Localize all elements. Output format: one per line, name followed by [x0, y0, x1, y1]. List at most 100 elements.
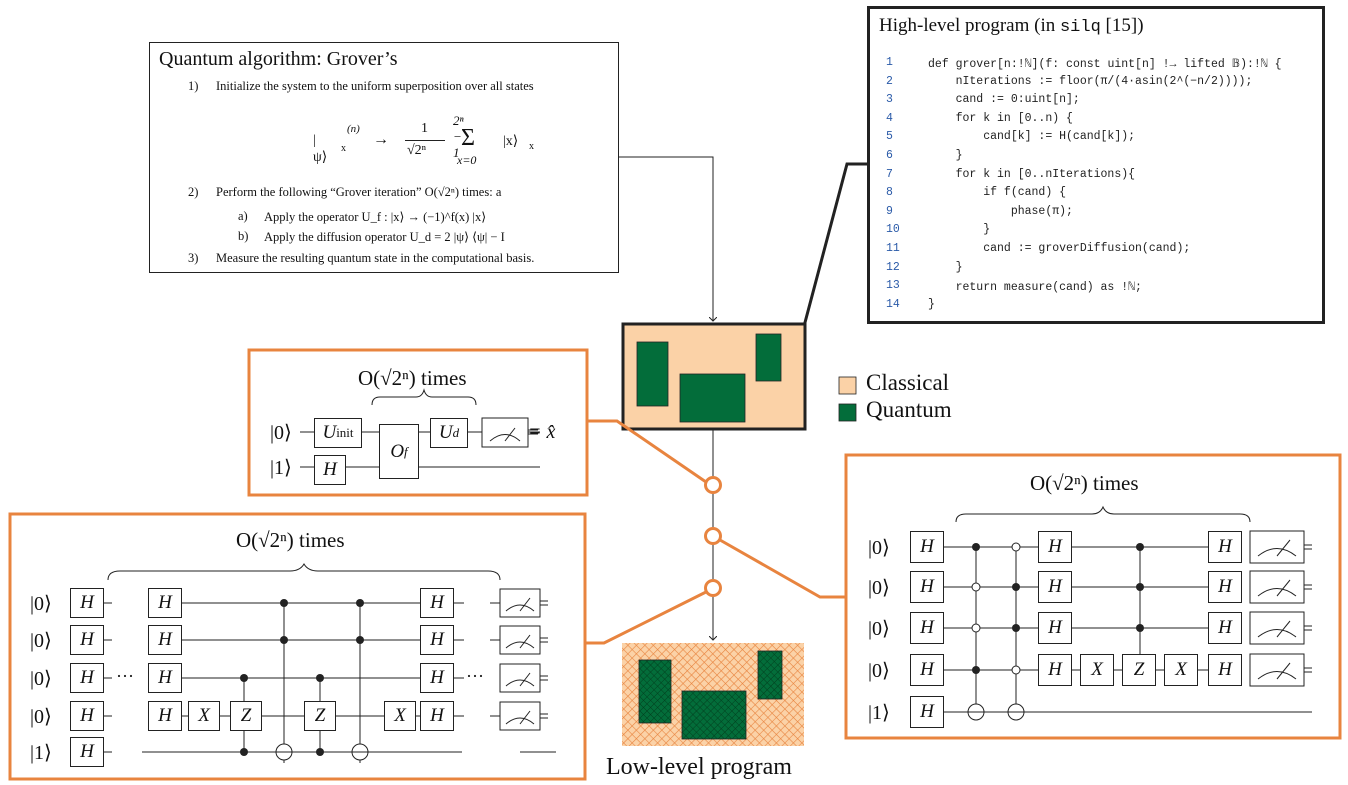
- legend-quantum-swatch: [838, 403, 857, 422]
- right-h-gate: H: [1208, 531, 1242, 563]
- left-targets: [275, 743, 369, 761]
- left-h-gate: H: [70, 663, 104, 693]
- diffusion-label: U: [438, 422, 453, 443]
- line-text: }: [928, 260, 963, 274]
- right-controls-filled: [972, 543, 1144, 674]
- gate-label: H: [1048, 617, 1062, 638]
- line-number: 5: [886, 130, 893, 144]
- left-z-gate: Z: [230, 701, 262, 731]
- left-h-gate: H: [420, 588, 454, 618]
- legend-classical-label: Classical: [866, 370, 950, 395]
- gate-label: H: [158, 705, 172, 726]
- top-h-gate: H: [314, 455, 346, 485]
- right-z-gate: Z: [1122, 654, 1156, 686]
- right-ket-3: |0⟩: [868, 660, 890, 682]
- left-h-gate: H: [148, 663, 182, 693]
- right-h-gate: H: [910, 654, 944, 686]
- left-ket-2: |0⟩: [30, 668, 52, 690]
- eq1-sub: x: [341, 143, 346, 154]
- gate-label: H: [80, 629, 94, 650]
- code-title-suffix: [15]): [1100, 15, 1144, 36]
- code-to-program-connector: [801, 162, 867, 331]
- eq1-sum-bottom: x=0: [457, 153, 477, 167]
- left-h-gate: H: [148, 701, 182, 731]
- oracle-sub: f: [404, 443, 408, 459]
- code-line: 14}: [874, 298, 1320, 316]
- left-wires: [104, 602, 556, 763]
- gate-label: X: [1175, 659, 1187, 680]
- measurement-meters: [481, 417, 1305, 731]
- code-title: High-level program (in silq [15]): [879, 15, 1144, 37]
- diffusion-sub: d: [452, 425, 460, 440]
- right-h-gate: H: [1038, 531, 1072, 563]
- line-text: cand := 0:uint[n];: [928, 93, 1080, 107]
- left-h-gate: H: [420, 625, 454, 655]
- step2a-text: Apply the operator U_f : |x⟩ → (−1)^f(x)…: [264, 210, 487, 224]
- eq1-frac-den: √2ⁿ: [407, 143, 427, 158]
- right-h-gate: H: [1038, 612, 1072, 644]
- eq1-arrow: →: [373, 131, 389, 148]
- code-title-prefix: High-level program (in: [879, 15, 1060, 36]
- step2-text: Perform the following “Grover iteration”…: [216, 185, 502, 199]
- u-init-sub: init: [336, 425, 354, 440]
- gate-label: X: [394, 705, 406, 726]
- connector-right-circuit: [719, 538, 846, 599]
- step3-number: 3): [188, 251, 199, 265]
- quantum-block-3: [755, 333, 782, 382]
- right-h-gate: H: [1208, 654, 1242, 686]
- line-text: cand[k] := H(cand[k]);: [928, 130, 1136, 144]
- gate-label: H: [920, 536, 934, 557]
- step1-number: 1): [188, 79, 199, 93]
- top-ket-1: |1⟩: [270, 457, 292, 479]
- left-ket-4: |1⟩: [30, 742, 52, 764]
- gate-label: H: [920, 617, 934, 638]
- right-h-gate: H: [1208, 612, 1242, 644]
- code-line: 3 cand := 0:uint[n];: [874, 93, 1320, 111]
- gate-label: H: [1218, 576, 1232, 597]
- gate-label: H: [80, 705, 94, 726]
- right-h-gate: H: [1038, 571, 1072, 603]
- line-number: 10: [886, 223, 900, 237]
- left-controls: [240, 599, 364, 756]
- line-number: 9: [886, 204, 893, 218]
- eq1-sum: Σ: [461, 125, 475, 151]
- gate-label: H: [430, 705, 444, 726]
- gate-label: H: [920, 659, 934, 680]
- left-h-gate: H: [148, 625, 182, 655]
- code-line: 1 def grover[n:!ℕ](f: const uint[n] !→ li…: [874, 56, 1320, 74]
- line-text: nIterations := floor(π/(4·asin(2^(−n/2))…: [928, 74, 1253, 88]
- gate-label: H: [920, 701, 934, 722]
- code-line: 6 }: [874, 149, 1320, 167]
- eq1-lhs: |ψ⟩: [313, 133, 328, 165]
- line-number: 14: [886, 297, 900, 311]
- right-measure-outputs: [1304, 544, 1312, 673]
- gate-label: H: [158, 592, 172, 613]
- line-text: phase(π);: [928, 204, 1073, 218]
- line-text: }: [928, 149, 963, 162]
- gate-label: Z: [1133, 659, 1145, 680]
- eq1-sum-top: 2ⁿ − 1: [453, 113, 464, 160]
- code-line: 9 phase(π);: [874, 205, 1320, 223]
- left-circuit-box: [8, 512, 587, 781]
- chain-node-1: [704, 476, 722, 494]
- line-text: for k in [0..n) {: [928, 111, 1073, 125]
- eq1-sup: (n): [347, 123, 360, 135]
- code-line: 12 }: [874, 261, 1320, 279]
- u-init-label: U: [322, 422, 337, 443]
- code-line: 5 cand[k] := H(cand[k]);: [874, 130, 1320, 148]
- line-text: }: [928, 223, 991, 237]
- top-output: = x̂: [528, 421, 556, 443]
- low-quantum-block-3: [757, 650, 783, 700]
- line-text: cand := groverDiffusion(cand);: [928, 242, 1191, 255]
- gate-label: Z: [240, 705, 252, 726]
- algo-to-program-connector: [619, 156, 713, 321]
- code-line: 7 for k in [0..nIterations){: [874, 168, 1320, 186]
- code-line: 4 for k in [0..n) {: [874, 112, 1320, 130]
- line-number: 12: [886, 260, 900, 274]
- right-ket-4: |1⟩: [868, 702, 890, 724]
- algorithm-title: Quantum algorithm: Grover’s: [159, 48, 398, 70]
- line-text: def grover[n:!ℕ](f: const uint[n] !→ lif…: [928, 58, 1282, 71]
- left-brace: [107, 562, 501, 581]
